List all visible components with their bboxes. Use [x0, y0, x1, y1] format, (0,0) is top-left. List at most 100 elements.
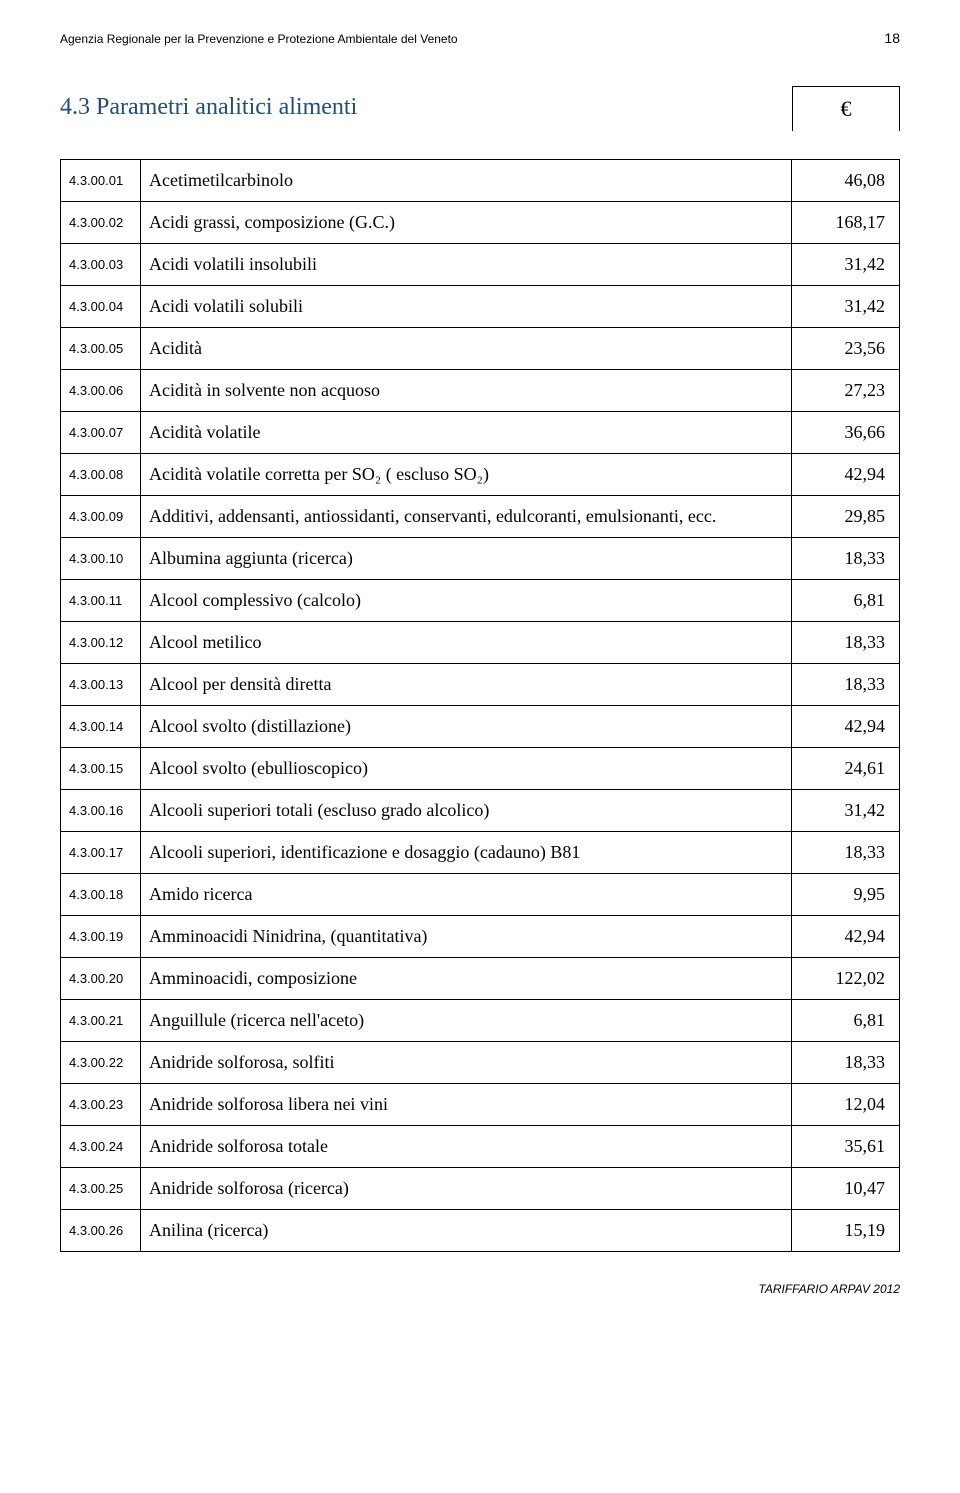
row-description: Amminoacidi Ninidrina, (quantitativa): [141, 916, 792, 958]
row-value: 9,95: [792, 874, 900, 916]
row-value: 10,47: [792, 1168, 900, 1210]
row-value: 18,33: [792, 622, 900, 664]
row-code: 4.3.00.13: [61, 664, 141, 706]
row-code: 4.3.00.26: [61, 1210, 141, 1252]
row-value: 36,66: [792, 412, 900, 454]
row-description: Acidi volatili solubili: [141, 286, 792, 328]
table-row: 4.3.00.23Anidride solforosa libera nei v…: [61, 1084, 900, 1126]
table-row: 4.3.00.18Amido ricerca9,95: [61, 874, 900, 916]
row-description: Anidride solforosa libera nei vini: [141, 1084, 792, 1126]
row-value: 46,08: [792, 160, 900, 202]
table-row: 4.3.00.16Alcooli superiori totali (esclu…: [61, 790, 900, 832]
row-description: Acetimetilcarbinolo: [141, 160, 792, 202]
row-code: 4.3.00.21: [61, 1000, 141, 1042]
row-description: Alcool complessivo (calcolo): [141, 580, 792, 622]
row-description: Acidità volatile: [141, 412, 792, 454]
table-row: 4.3.00.14Alcool svolto (distillazione)42…: [61, 706, 900, 748]
table-row: 4.3.00.15Alcool svolto (ebullioscopico)2…: [61, 748, 900, 790]
row-code: 4.3.00.25: [61, 1168, 141, 1210]
page-footer: TARIFFARIO ARPAV 2012: [60, 1282, 900, 1296]
table-row: 4.3.00.13Alcool per densità diretta18,33: [61, 664, 900, 706]
currency-header: €: [792, 86, 900, 131]
row-description: Acidi grassi, composizione (G.C.): [141, 202, 792, 244]
tariff-table: 4.3.00.01Acetimetilcarbinolo46,084.3.00.…: [60, 159, 900, 1252]
table-row: 4.3.00.17Alcooli superiori, identificazi…: [61, 832, 900, 874]
page-header: Agenzia Regionale per la Prevenzione e P…: [60, 30, 900, 46]
row-code: 4.3.00.22: [61, 1042, 141, 1084]
row-code: 4.3.00.04: [61, 286, 141, 328]
row-code: 4.3.00.07: [61, 412, 141, 454]
row-code: 4.3.00.20: [61, 958, 141, 1000]
row-description: Acidità: [141, 328, 792, 370]
row-code: 4.3.00.06: [61, 370, 141, 412]
row-description: Albumina aggiunta (ricerca): [141, 538, 792, 580]
table-row: 4.3.00.06Acidità in solvente non acquoso…: [61, 370, 900, 412]
section-title-row: 4.3 Parametri analitici alimenti €: [60, 86, 900, 131]
row-description: Acidi volatili insolubili: [141, 244, 792, 286]
row-value: 24,61: [792, 748, 900, 790]
row-description: Alcool svolto (ebullioscopico): [141, 748, 792, 790]
table-row: 4.3.00.19Amminoacidi Ninidrina, (quantit…: [61, 916, 900, 958]
row-value: 18,33: [792, 1042, 900, 1084]
table-row: 4.3.00.22Anidride solforosa, solfiti18,3…: [61, 1042, 900, 1084]
row-value: 35,61: [792, 1126, 900, 1168]
table-row: 4.3.00.11Alcool complessivo (calcolo)6,8…: [61, 580, 900, 622]
row-code: 4.3.00.16: [61, 790, 141, 832]
row-value: 29,85: [792, 496, 900, 538]
row-value: 18,33: [792, 664, 900, 706]
row-description: Amminoacidi, composizione: [141, 958, 792, 1000]
table-row: 4.3.00.21Anguillule (ricerca nell'aceto)…: [61, 1000, 900, 1042]
row-value: 18,33: [792, 538, 900, 580]
row-description: Acidità volatile corretta per SO₂ ( escl…: [141, 454, 792, 496]
row-description: Alcool metilico: [141, 622, 792, 664]
table-row: 4.3.00.26Anilina (ricerca)15,19: [61, 1210, 900, 1252]
row-value: 42,94: [792, 916, 900, 958]
table-row: 4.3.00.03Acidi volatili insolubili31,42: [61, 244, 900, 286]
row-description: Anguillule (ricerca nell'aceto): [141, 1000, 792, 1042]
row-code: 4.3.00.02: [61, 202, 141, 244]
page-number: 18: [884, 30, 900, 46]
row-code: 4.3.00.18: [61, 874, 141, 916]
row-code: 4.3.00.17: [61, 832, 141, 874]
table-row: 4.3.00.01Acetimetilcarbinolo46,08: [61, 160, 900, 202]
row-description: Anidride solforosa, solfiti: [141, 1042, 792, 1084]
table-row: 4.3.00.10Albumina aggiunta (ricerca)18,3…: [61, 538, 900, 580]
row-description: Additivi, addensanti, antiossidanti, con…: [141, 496, 792, 538]
table-row: 4.3.00.07Acidità volatile36,66: [61, 412, 900, 454]
row-value: 27,23: [792, 370, 900, 412]
row-code: 4.3.00.01: [61, 160, 141, 202]
row-value: 42,94: [792, 706, 900, 748]
table-row: 4.3.00.05Acidità23,56: [61, 328, 900, 370]
row-description: Anidride solforosa (ricerca): [141, 1168, 792, 1210]
table-row: 4.3.00.24Anidride solforosa totale35,61: [61, 1126, 900, 1168]
row-value: 31,42: [792, 286, 900, 328]
table-row: 4.3.00.04Acidi volatili solubili31,42: [61, 286, 900, 328]
row-value: 31,42: [792, 790, 900, 832]
table-row: 4.3.00.08Acidità volatile corretta per S…: [61, 454, 900, 496]
table-row: 4.3.00.12Alcool metilico18,33: [61, 622, 900, 664]
row-code: 4.3.00.15: [61, 748, 141, 790]
table-row: 4.3.00.02Acidi grassi, composizione (G.C…: [61, 202, 900, 244]
row-code: 4.3.00.23: [61, 1084, 141, 1126]
table-row: 4.3.00.09Additivi, addensanti, antiossid…: [61, 496, 900, 538]
row-description: Anidride solforosa totale: [141, 1126, 792, 1168]
row-value: 18,33: [792, 832, 900, 874]
row-value: 122,02: [792, 958, 900, 1000]
table-row: 4.3.00.25Anidride solforosa (ricerca)10,…: [61, 1168, 900, 1210]
row-code: 4.3.00.11: [61, 580, 141, 622]
row-description: Alcool svolto (distillazione): [141, 706, 792, 748]
row-value: 168,17: [792, 202, 900, 244]
row-description: Acidità in solvente non acquoso: [141, 370, 792, 412]
row-value: 42,94: [792, 454, 900, 496]
organization-name: Agenzia Regionale per la Prevenzione e P…: [60, 32, 458, 46]
row-code: 4.3.00.19: [61, 916, 141, 958]
row-code: 4.3.00.09: [61, 496, 141, 538]
row-code: 4.3.00.10: [61, 538, 141, 580]
row-value: 6,81: [792, 580, 900, 622]
row-code: 4.3.00.14: [61, 706, 141, 748]
row-code: 4.3.00.12: [61, 622, 141, 664]
row-description: Alcooli superiori totali (escluso grado …: [141, 790, 792, 832]
row-description: Anilina (ricerca): [141, 1210, 792, 1252]
row-value: 31,42: [792, 244, 900, 286]
section-title: 4.3 Parametri analitici alimenti: [60, 86, 792, 131]
